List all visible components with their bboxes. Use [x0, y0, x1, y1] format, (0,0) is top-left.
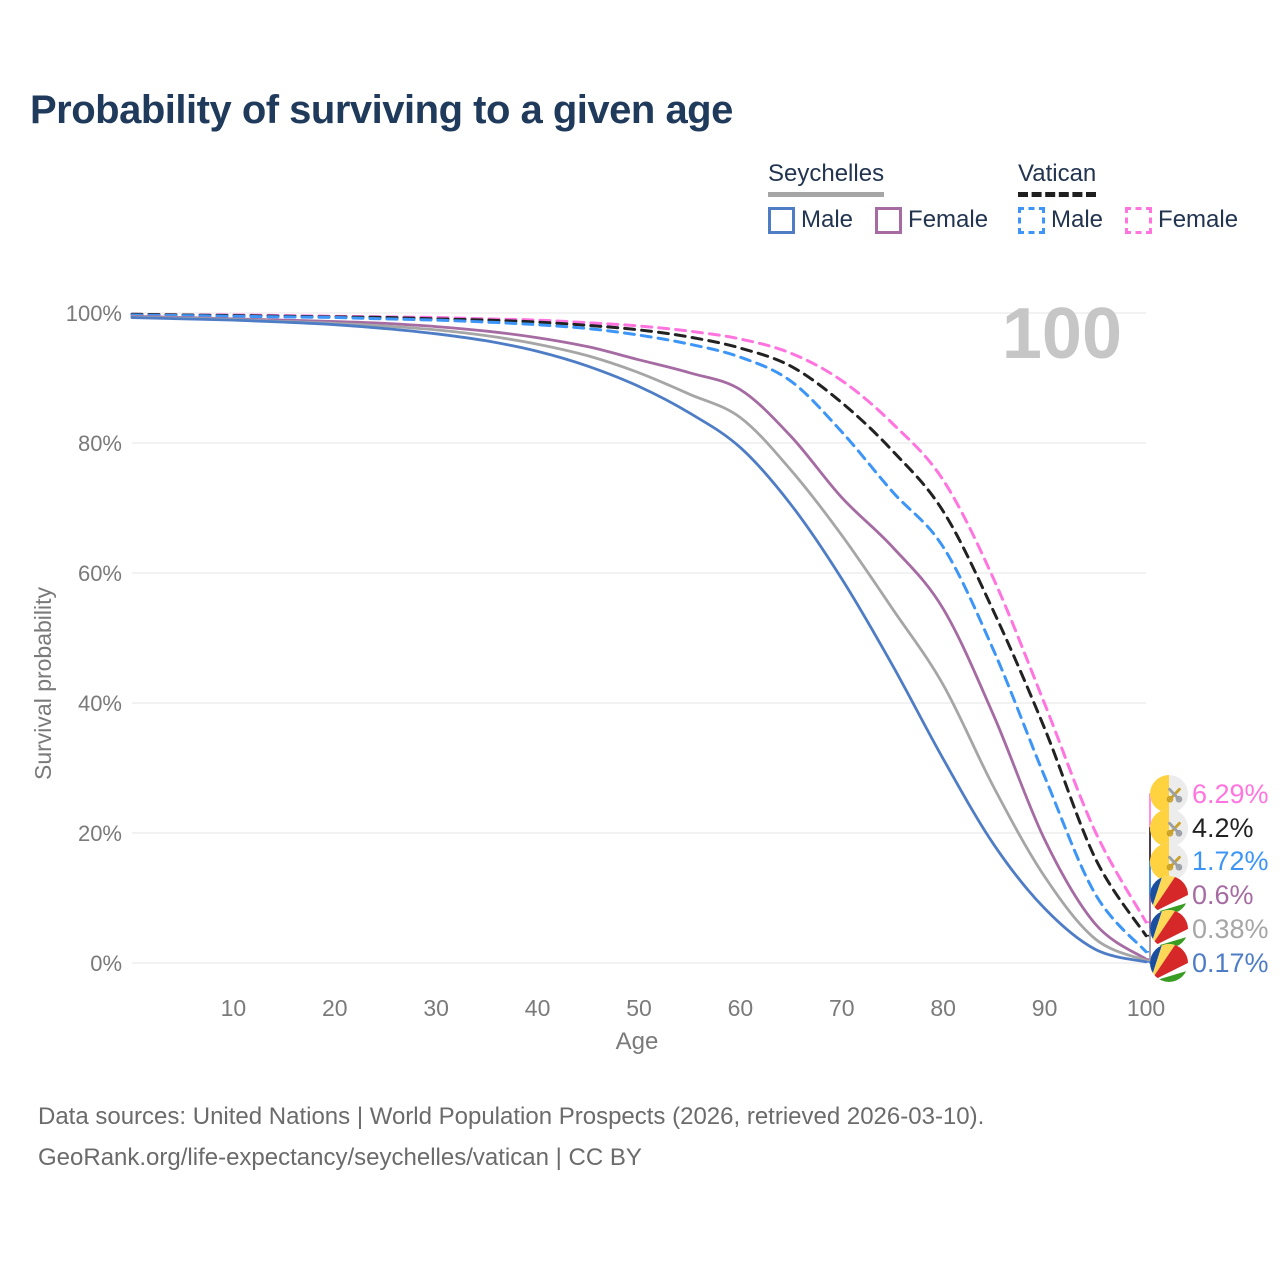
end-value: 0.38%: [1192, 913, 1269, 944]
series-line-vatican-male[interactable]: [130, 313, 1148, 954]
legend-group-vatican: Vatican Male Female: [1018, 160, 1238, 234]
end-value: 1.72%: [1192, 846, 1269, 877]
end-label-vatican-female: 6.29%: [1150, 775, 1269, 813]
vatican-flag-icon: [1150, 809, 1188, 847]
seychelles-flag-icon: [1150, 910, 1188, 949]
series-line-vatican-both-sexes[interactable]: [130, 312, 1148, 938]
seychelles-female-swatch-icon: [875, 206, 903, 234]
legend-label: Female: [908, 206, 989, 233]
x-tick-label-90: 90: [1032, 995, 1058, 1021]
end-value: 0.17%: [1192, 947, 1269, 978]
x-tick-label-10: 10: [221, 995, 247, 1021]
y-tick-label-100: 100%: [66, 301, 122, 326]
page-title: Probability of surviving to a given age: [30, 88, 733, 132]
series-line-seychelles-male[interactable]: [130, 316, 1148, 964]
end-value: 6.29%: [1192, 778, 1269, 809]
x-tick-label-80: 80: [930, 995, 956, 1021]
end-label-seychelles-female: 0.6%: [1150, 876, 1254, 915]
x-axis-title: Age: [615, 1028, 659, 1055]
age-counter-watermark: 100: [1001, 294, 1122, 374]
end-value: 4.2%: [1192, 812, 1254, 843]
y-tick-label-20: 20%: [78, 821, 122, 846]
legend-label: Female: [1158, 206, 1239, 233]
legend-row: Male Female: [1018, 206, 1238, 234]
vatican-flag-icon: [1150, 842, 1188, 881]
x-tick-label-50: 50: [626, 995, 652, 1021]
legend-item-vatican-female[interactable]: Female: [1125, 206, 1238, 234]
y-tick-label-80: 80%: [78, 431, 122, 456]
x-tick-label-40: 40: [525, 995, 551, 1021]
vatican-flag-icon: [1150, 775, 1188, 813]
x-tick-label-60: 60: [728, 995, 754, 1021]
vatican-male-swatch-icon: [1018, 206, 1045, 234]
end-label-vatican-male: 1.72%: [1150, 842, 1269, 881]
y-axis-title: Survival probability: [30, 586, 56, 780]
x-tick-label-100: 100: [1127, 995, 1165, 1021]
x-tick-label-70: 70: [829, 995, 855, 1021]
y-tick-label-40: 40%: [78, 691, 122, 716]
x-tick-label-20: 20: [322, 995, 348, 1021]
end-value: 0.6%: [1192, 879, 1254, 910]
legend-title-seychelles[interactable]: Seychelles: [768, 160, 885, 197]
y-tick-label-60: 60%: [78, 561, 122, 586]
seychelles-flag-icon: [1150, 944, 1188, 982]
data-sources-line: Data sources: United Nations | World Pop…: [38, 1103, 985, 1130]
vatican-female-swatch-icon: [1125, 206, 1153, 234]
legend-group-seychelles: Seychelles Male Female: [768, 160, 988, 234]
series-line-vatican-female[interactable]: [130, 312, 1148, 924]
legend-label: Male: [1051, 206, 1104, 233]
legend-item-vatican-male[interactable]: Male: [1018, 206, 1103, 234]
y-tick-label-0: 0%: [90, 951, 122, 976]
footer: Data sources: United Nations | World Pop…: [38, 1096, 984, 1178]
x-tick-label-30: 30: [423, 995, 449, 1021]
legend-row: Male Female: [768, 206, 988, 234]
seychelles-male-swatch-icon: [768, 206, 795, 234]
series-line-seychelles-both-sexes[interactable]: [130, 315, 1148, 962]
legend-label: Male: [801, 206, 854, 233]
legend-item-seychelles-female[interactable]: Female: [875, 206, 988, 234]
end-label-vatican-both: 4.2%: [1150, 809, 1254, 847]
seychelles-flag-icon: [1150, 876, 1188, 915]
attribution-line: GeoRank.org/life-expectancy/seychelles/v…: [38, 1144, 642, 1171]
legend-title-vatican[interactable]: Vatican: [1018, 160, 1097, 197]
end-label-seychelles-male: 0.17%: [1150, 944, 1269, 982]
series-line-seychelles-female[interactable]: [130, 314, 1148, 961]
end-label-seychelles-both: 0.38%: [1150, 910, 1269, 949]
legend-item-seychelles-male[interactable]: Male: [768, 206, 853, 234]
